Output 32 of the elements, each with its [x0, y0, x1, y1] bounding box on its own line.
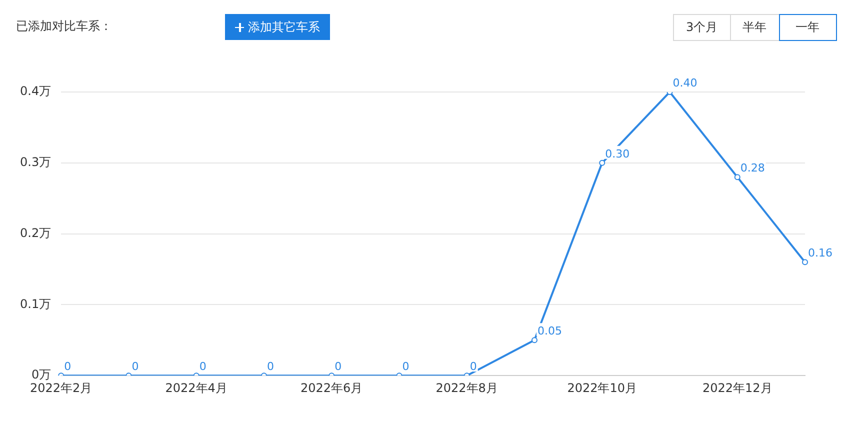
data-label: 0 [199, 360, 206, 373]
data-label: 0.30 [605, 147, 630, 160]
data-label: 0.28 [740, 161, 765, 174]
x-tick-label: 2022年2月 [30, 380, 92, 395]
y-tick-label: 0万 [31, 368, 52, 382]
text: 一年 [778, 14, 837, 41]
data-label: 0.16 [808, 246, 832, 260]
x-tick-label: 2022年12月 [702, 380, 772, 395]
text: 半年 [730, 14, 780, 41]
y-tick-label: 0.3万 [20, 155, 52, 170]
point [599, 160, 606, 166]
y-tick-label: 0.1万 [20, 296, 52, 311]
point [802, 259, 808, 266]
y-tick-label: 0.2万 [20, 226, 52, 240]
data-label: 0 [334, 360, 342, 373]
data-label: 0 [266, 360, 274, 373]
text: 已添加对比车系： [16, 18, 112, 35]
point [734, 174, 740, 180]
x-tick-label: 2022年10月 [567, 380, 638, 395]
x-tick-label: 2022年8月 [436, 380, 498, 395]
point [531, 337, 538, 344]
data-label: 0 [64, 360, 72, 373]
text: 3个月 [673, 14, 731, 41]
data-label: 0 [132, 360, 139, 373]
data-label: 0.05 [537, 324, 562, 338]
y-tick-label: 0.4万 [20, 84, 52, 98]
add-button: 添加其它车系 [225, 14, 330, 40]
x-tick-label: 2022年4月 [165, 380, 228, 395]
data-label: 0.40 [672, 76, 698, 90]
data-label: 0 [470, 360, 477, 373]
x-tick-label: 2022年6月 [300, 380, 363, 395]
data-label: 0 [402, 360, 410, 373]
